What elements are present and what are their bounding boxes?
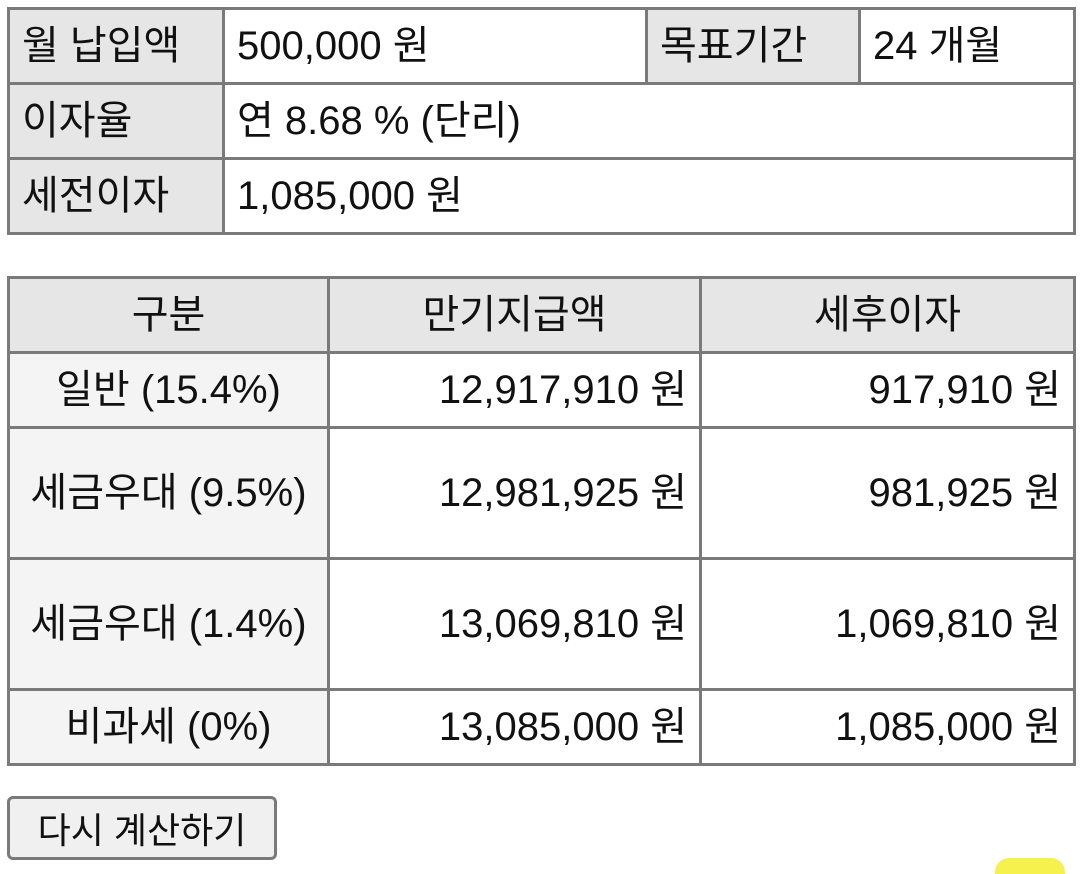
header-after-tax-interest: 세후이자 — [699, 276, 1076, 354]
row-after-tax-interest: 1,085,000 원 — [699, 688, 1076, 766]
interest-rate-label: 이자율 — [7, 82, 225, 160]
row-maturity-amount: 12,917,910 원 — [327, 351, 702, 429]
row-kind: 세금우대 (9.5%) — [7, 426, 330, 560]
recalculate-button[interactable]: 다시 계산하기 — [7, 796, 277, 860]
summary-row-interest-rate: 이자율 연 8.68 % (단리) — [7, 82, 1076, 160]
monthly-payment-label: 월 납입액 — [7, 7, 225, 85]
row-kind: 세금우대 (1.4%) — [7, 557, 330, 691]
table-row: 세금우대 (9.5%) 12,981,925 원 981,925 원 — [7, 426, 1076, 560]
row-after-tax-interest: 1,069,810 원 — [699, 557, 1076, 691]
table-row: 세금우대 (1.4%) 13,069,810 원 1,069,810 원 — [7, 557, 1076, 691]
summary-row-monthly-payment: 월 납입액 500,000 원 목표기간 24 개월 — [7, 7, 1076, 85]
results-header-row: 구분 만기지급액 세후이자 — [7, 276, 1076, 354]
table-row: 일반 (15.4%) 12,917,910 원 917,910 원 — [7, 351, 1076, 429]
savings-summary-table: 월 납입액 500,000 원 목표기간 24 개월 이자율 연 8.68 % … — [7, 7, 1076, 235]
pretax-interest-label: 세전이자 — [7, 157, 225, 235]
row-kind: 비과세 (0%) — [7, 688, 330, 766]
row-maturity-amount: 12,981,925 원 — [327, 426, 702, 560]
header-kind: 구분 — [7, 276, 330, 354]
maturity-results-table: 구분 만기지급액 세후이자 일반 (15.4%) 12,917,910 원 91… — [7, 276, 1076, 766]
interest-rate-value: 연 8.68 % (단리) — [222, 82, 1076, 160]
monthly-payment-value: 500,000 원 — [222, 7, 648, 85]
row-maturity-amount: 13,069,810 원 — [327, 557, 702, 691]
target-period-label: 목표기간 — [645, 7, 861, 85]
pretax-interest-value: 1,085,000 원 — [222, 157, 1076, 235]
floating-action-partial[interactable] — [995, 858, 1065, 874]
row-kind: 일반 (15.4%) — [7, 351, 330, 429]
row-after-tax-interest: 917,910 원 — [699, 351, 1076, 429]
row-after-tax-interest: 981,925 원 — [699, 426, 1076, 560]
table-row: 비과세 (0%) 13,085,000 원 1,085,000 원 — [7, 688, 1076, 766]
header-maturity-amount: 만기지급액 — [327, 276, 702, 354]
target-period-value: 24 개월 — [858, 7, 1076, 85]
summary-row-pretax-interest: 세전이자 1,085,000 원 — [7, 157, 1076, 235]
row-maturity-amount: 13,085,000 원 — [327, 688, 702, 766]
